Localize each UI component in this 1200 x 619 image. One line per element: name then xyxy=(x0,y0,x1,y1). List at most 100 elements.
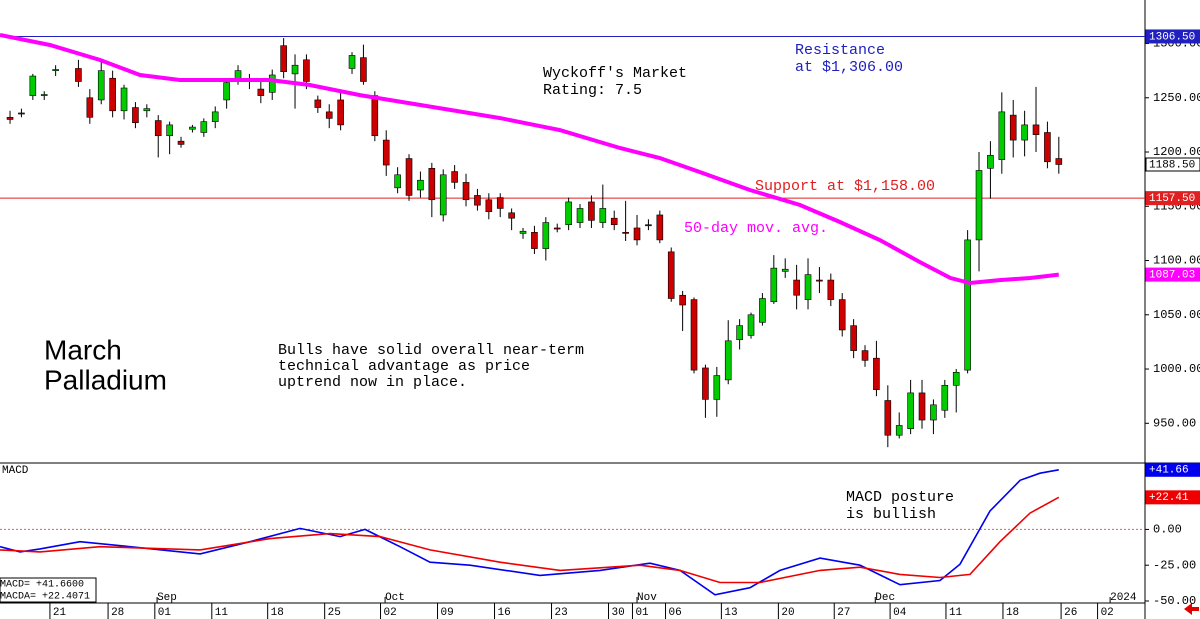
candle-body xyxy=(975,170,983,241)
candle-body xyxy=(918,392,926,421)
macd-note: is bullish xyxy=(846,506,936,523)
candle-body xyxy=(622,232,629,234)
y-tick-label: 950.00 xyxy=(1153,416,1196,430)
candle-body xyxy=(109,77,116,112)
candle-body xyxy=(18,112,25,115)
candle-body xyxy=(405,158,413,196)
x-tick-label: 01 xyxy=(635,607,649,619)
candle-body xyxy=(656,214,664,241)
candle-body xyxy=(508,212,515,219)
x-tick-label: 23 xyxy=(555,607,568,619)
candle-body xyxy=(747,314,755,336)
y-tick-label: 1050.00 xyxy=(1153,308,1200,322)
candle-body xyxy=(702,367,709,400)
candle-body xyxy=(428,167,436,201)
x-tick-label: 09 xyxy=(441,607,454,619)
x-tick-label: 16 xyxy=(498,607,511,619)
comment: uptrend now in place. xyxy=(278,374,467,391)
candle-body xyxy=(941,385,949,411)
candle-body xyxy=(439,174,447,216)
resistance-note: at $1,306.00 xyxy=(795,59,903,76)
x-tick-label: 18 xyxy=(271,607,284,619)
value-box xyxy=(1145,462,1200,477)
x-tick-label: 13 xyxy=(724,607,737,619)
candle-body xyxy=(599,208,607,223)
comment: Bulls have solid overall near-term xyxy=(278,342,584,359)
x-tick-label: 01 xyxy=(158,607,172,619)
x-tick-label: 26 xyxy=(1064,607,1077,619)
value-box-label: 1087.03 xyxy=(1149,270,1195,282)
candle-body xyxy=(1009,114,1017,141)
candle-body xyxy=(75,68,82,82)
candle-body xyxy=(861,350,869,361)
candle-body xyxy=(303,59,310,82)
y-tick-label: 1200.00 xyxy=(1153,145,1200,159)
candle-body xyxy=(827,279,835,300)
y-tick-label: -50.00 xyxy=(1153,594,1196,608)
value-box xyxy=(1145,29,1200,44)
candle-body xyxy=(257,88,265,96)
x-tick-label: 28 xyxy=(111,607,124,619)
candle-body xyxy=(154,120,162,137)
candle-body xyxy=(816,279,823,282)
candle-body xyxy=(1021,124,1028,141)
month-label: 2024 xyxy=(1110,592,1137,604)
candle-body xyxy=(268,74,276,93)
candle-body xyxy=(793,279,800,296)
candle-body xyxy=(29,75,37,96)
month-label: Nov xyxy=(637,592,657,604)
candle-body xyxy=(200,121,208,133)
macd-note: MACD posture xyxy=(846,489,954,506)
y-tick-label: 0.00 xyxy=(1153,523,1182,537)
candle-body xyxy=(907,392,914,430)
month-label: Dec xyxy=(875,592,895,604)
x-tick-label: 02 xyxy=(1101,607,1114,619)
candle-body xyxy=(394,174,401,189)
candle-body xyxy=(291,64,299,75)
instrument-name: Palladium xyxy=(44,364,167,395)
candle-body xyxy=(531,232,538,249)
candle-body xyxy=(542,222,550,249)
support-note: Support at $1,158.00 xyxy=(755,178,935,195)
candle-body xyxy=(1044,132,1051,163)
candle-body xyxy=(166,124,173,137)
candle-body xyxy=(52,69,59,71)
readout-box xyxy=(0,577,97,603)
x-tick-label: 27 xyxy=(837,607,850,619)
candle-body xyxy=(462,182,470,201)
candle-body xyxy=(496,197,504,209)
scroll-arrow[interactable] xyxy=(1184,603,1199,615)
candle-body xyxy=(713,375,721,400)
candle-body xyxy=(1032,124,1040,135)
resistance-note: Resistance xyxy=(795,42,885,59)
candle-body xyxy=(964,239,971,371)
candle-body xyxy=(417,179,424,191)
candle-body xyxy=(930,404,937,421)
candle-body xyxy=(177,140,185,145)
y-tick-label: 1100.00 xyxy=(1153,254,1200,268)
candle-body xyxy=(998,111,1006,160)
series-line xyxy=(0,33,1060,286)
candle-body xyxy=(838,299,846,331)
x-tick-label: 21 xyxy=(53,607,67,619)
candle-body xyxy=(770,267,778,303)
readout: MACD= +41.6600 xyxy=(0,580,84,591)
candle-body xyxy=(40,94,48,96)
candle-body xyxy=(724,340,732,381)
x-tick-label: 30 xyxy=(612,607,625,619)
candle-body xyxy=(314,99,322,108)
y-tick-label: 1000.00 xyxy=(1153,362,1200,376)
candle-body xyxy=(781,268,789,272)
candle-body xyxy=(667,251,675,299)
rating: Wyckoff's Market xyxy=(543,65,687,82)
value-box-label: 1188.50 xyxy=(1149,159,1195,171)
candle-body xyxy=(211,111,219,122)
candle-body xyxy=(120,87,128,112)
candle-body xyxy=(97,70,105,101)
candle-body xyxy=(337,99,344,126)
x-tick-label: 18 xyxy=(1006,607,1019,619)
candle-body xyxy=(348,55,356,69)
x-tick-label: 04 xyxy=(893,607,907,619)
